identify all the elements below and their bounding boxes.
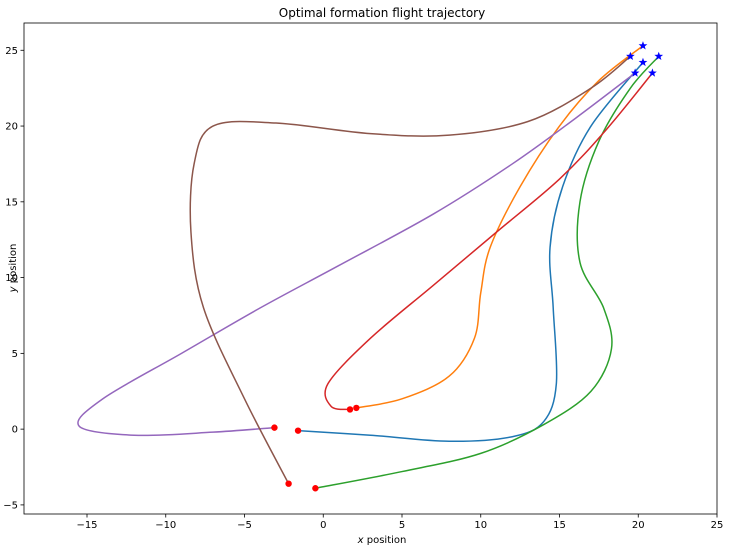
start-marker-4	[346, 406, 354, 413]
x-tick-label: 5	[399, 520, 405, 531]
plot-area	[23, 22, 718, 515]
y-tick-label: 20	[5, 122, 18, 133]
x-axis-label: x position	[357, 535, 407, 546]
end-marker-2	[638, 41, 648, 50]
series-line-5	[77, 72, 636, 437]
start-marker-3	[312, 485, 319, 492]
end-marker-4	[648, 68, 657, 77]
end-marker-3	[654, 51, 664, 61]
x-axis-ticks: −15 −10 −5 0 5 10 15 20 25	[76, 514, 723, 531]
x-tick-label: 25	[711, 520, 724, 531]
end-marker-5	[630, 68, 640, 77]
start-marker-1	[294, 427, 302, 434]
y-axis-ticks: −5 0 5 10 15 20 25	[3, 46, 24, 511]
x-tick-label: 15	[553, 520, 566, 531]
x-tick-label: −10	[155, 520, 176, 531]
start-marker-6	[285, 480, 292, 487]
start-marker-2	[353, 404, 360, 412]
y-tick-label: −5	[3, 500, 18, 511]
series-line-3	[315, 55, 660, 489]
y-tick-label: 25	[5, 46, 18, 57]
y-tick-label: 15	[5, 197, 18, 208]
x-tick-label: −5	[237, 520, 252, 531]
series-line-1	[298, 61, 644, 443]
end-marker-6	[626, 51, 635, 61]
x-tick-label: 20	[632, 520, 645, 531]
end-marker-1	[638, 57, 648, 67]
x-tick-label: 0	[320, 520, 326, 531]
series-line-4	[324, 72, 654, 411]
x-tick-label: −15	[76, 520, 97, 531]
chart-title: Optimal formation flight trajectory	[279, 6, 485, 20]
x-tick-label: 10	[474, 520, 487, 531]
y-tick-label: 5	[12, 349, 18, 360]
y-tick-label: 0	[12, 425, 18, 436]
start-marker-5	[271, 424, 278, 431]
series-layer	[77, 41, 664, 492]
y-tick-label: 10	[5, 273, 18, 284]
series-line-2	[356, 45, 644, 409]
y-axis-label: y position	[8, 244, 19, 294]
series-line-6	[189, 55, 631, 485]
